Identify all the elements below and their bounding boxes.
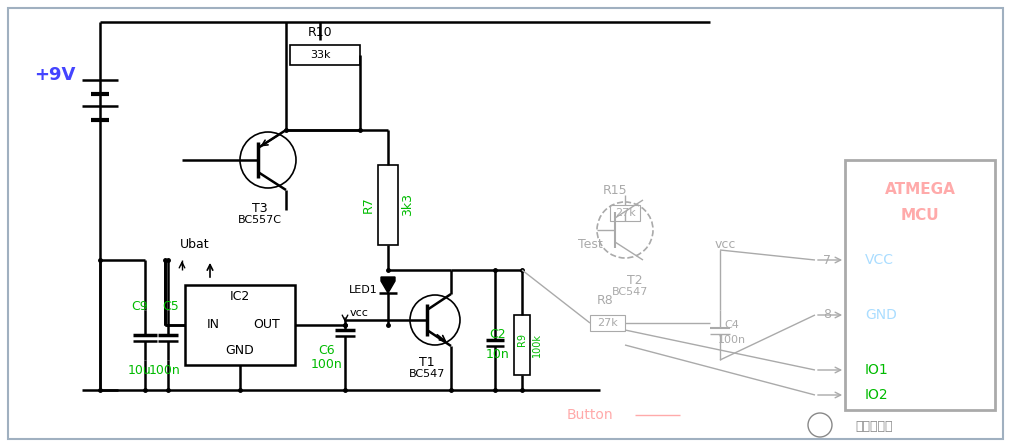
Text: T2: T2 — [627, 274, 643, 287]
Text: BC557C: BC557C — [238, 215, 282, 225]
Text: 27k: 27k — [596, 318, 618, 328]
Bar — [290, 45, 360, 65]
Text: GND: GND — [225, 343, 255, 357]
Text: VCC: VCC — [865, 253, 894, 267]
Text: Button: Button — [567, 408, 614, 422]
Text: 27k: 27k — [615, 208, 635, 218]
Text: GND: GND — [865, 308, 897, 322]
Text: R7: R7 — [362, 197, 374, 213]
Bar — [185, 285, 295, 365]
Bar — [845, 160, 995, 410]
Text: Test: Test — [577, 239, 603, 252]
Bar — [378, 165, 398, 245]
Text: C5: C5 — [163, 300, 179, 313]
Text: vcc: vcc — [715, 239, 736, 252]
Bar — [514, 315, 530, 375]
Text: T1: T1 — [420, 355, 435, 368]
Text: 33k: 33k — [309, 50, 331, 60]
Text: vcc: vcc — [350, 308, 369, 318]
Text: LED1: LED1 — [349, 285, 377, 295]
Text: 3k3: 3k3 — [401, 194, 415, 216]
Text: C2: C2 — [489, 329, 507, 342]
Text: C9: C9 — [131, 300, 149, 313]
Text: BC547: BC547 — [408, 369, 445, 379]
Text: IN: IN — [206, 319, 219, 332]
Text: R10: R10 — [307, 26, 333, 39]
FancyArrow shape — [381, 277, 395, 293]
Text: 电路笔记通: 电路笔记通 — [855, 419, 893, 433]
Text: R8: R8 — [596, 294, 614, 307]
Bar — [610, 205, 640, 221]
Text: MCU: MCU — [901, 207, 939, 223]
Text: 100n: 100n — [718, 335, 746, 345]
Text: 10n: 10n — [486, 349, 510, 362]
Text: C6: C6 — [318, 343, 336, 357]
Text: IO2: IO2 — [865, 388, 889, 402]
Text: 10u: 10u — [128, 363, 152, 376]
Text: C4: C4 — [725, 320, 739, 330]
Text: 100n: 100n — [150, 363, 181, 376]
Text: BC547: BC547 — [612, 287, 648, 297]
Text: 7: 7 — [823, 253, 831, 266]
Bar — [590, 315, 625, 331]
Text: IC2: IC2 — [229, 291, 250, 304]
Text: ATMEGA: ATMEGA — [885, 182, 955, 198]
Text: OUT: OUT — [254, 319, 280, 332]
Text: IO1: IO1 — [865, 363, 889, 377]
Text: Ubat: Ubat — [180, 239, 210, 252]
Text: 100n: 100n — [311, 358, 343, 371]
Text: 8: 8 — [823, 308, 831, 321]
Text: +9V: +9V — [34, 66, 76, 84]
Text: T3: T3 — [252, 202, 268, 215]
Text: 100k: 100k — [532, 333, 542, 357]
Text: R9: R9 — [517, 333, 527, 346]
Text: R15: R15 — [603, 184, 627, 197]
